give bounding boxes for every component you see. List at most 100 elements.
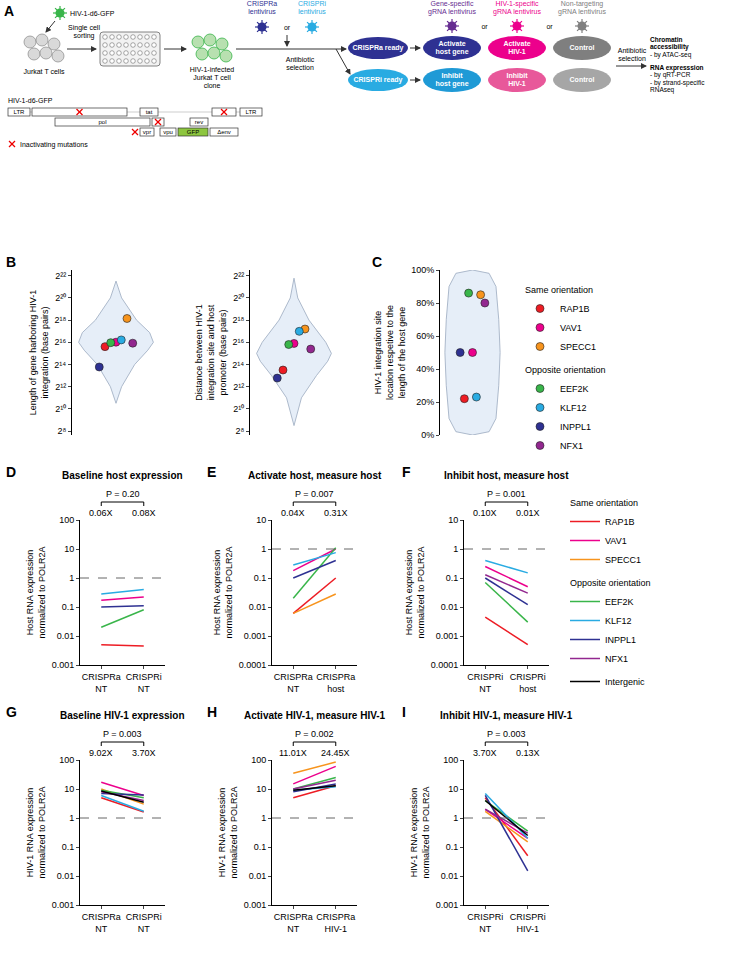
svg-text:0.01: 0.01 <box>57 871 75 881</box>
svg-text:CRISPRiHIV-1: CRISPRiHIV-1 <box>510 912 546 934</box>
svg-text:2¹⁶: 2¹⁶ <box>54 337 66 347</box>
svg-text:2²⁰: 2²⁰ <box>55 293 66 303</box>
svg-text:Control: Control <box>570 76 595 83</box>
svg-text:Activatehost gene: Activatehost gene <box>435 40 468 56</box>
svg-text:or: or <box>481 23 488 30</box>
svg-text:SPECC1: SPECC1 <box>560 342 596 352</box>
svg-text:HIV-1 RNA expressionnormalized: HIV-1 RNA expressionnormalized to POLR2A <box>25 786 47 878</box>
svg-text:HIV-1-specificgRNA lentivirus: HIV-1-specificgRNA lentivirus <box>493 0 541 16</box>
svg-text:F: F <box>402 464 411 480</box>
svg-text:Non-targetinggRNA lentivirus: Non-targetinggRNA lentivirus <box>558 0 606 16</box>
svg-text:0.1: 0.1 <box>446 842 459 852</box>
svg-text:P = 0.001: P = 0.001 <box>487 489 526 499</box>
svg-text:vpr: vpr <box>143 129 151 135</box>
svg-text:10: 10 <box>64 784 74 794</box>
svg-text:0.001: 0.001 <box>244 631 267 641</box>
svg-text:rev: rev <box>195 119 203 125</box>
svg-text:2¹⁰: 2¹⁰ <box>233 404 244 414</box>
svg-text:NFX1: NFX1 <box>560 441 583 451</box>
svg-text:Chromatinaccessibility: Chromatinaccessibility <box>650 36 689 51</box>
svg-text:P = 0.20: P = 0.20 <box>106 489 140 499</box>
svg-text:Baseline host expression: Baseline host expression <box>62 470 183 481</box>
svg-text:LTR: LTR <box>246 109 258 115</box>
svg-text:P = 0.002: P = 0.002 <box>295 729 334 739</box>
svg-text:C: C <box>372 254 382 270</box>
svg-text:Inhibit host, measure host: Inhibit host, measure host <box>444 470 569 481</box>
svg-text:1: 1 <box>453 813 458 823</box>
svg-text:Antibioticselection: Antibioticselection <box>286 56 315 71</box>
svg-text:2¹⁴: 2¹⁴ <box>232 360 244 370</box>
svg-text:CRISPRi ready: CRISPRi ready <box>353 76 402 84</box>
svg-text:1: 1 <box>453 544 458 554</box>
svg-text:INPPL1: INPPL1 <box>560 422 591 432</box>
svg-text:2²²: 2²² <box>55 271 66 281</box>
svg-text:Host RNA expressionnormalized: Host RNA expressionnormalized to POLR2A <box>404 546 426 638</box>
svg-text:or: or <box>284 24 291 31</box>
svg-text:CRISPRaNT: CRISPRaNT <box>274 912 313 934</box>
svg-text:0.01: 0.01 <box>441 871 459 881</box>
svg-text:CRISPRiNT: CRISPRiNT <box>467 912 503 934</box>
svg-text:0.04X: 0.04X <box>281 508 305 518</box>
svg-text:1: 1 <box>69 813 74 823</box>
svg-text:or: or <box>546 23 553 30</box>
svg-text:CRISPRa ready: CRISPRa ready <box>353 44 404 52</box>
svg-text:D: D <box>6 464 16 480</box>
svg-text:H: H <box>207 704 217 720</box>
svg-text:CRISPRaNT: CRISPRaNT <box>82 912 121 934</box>
svg-text:P = 0.003: P = 0.003 <box>487 729 526 739</box>
svg-text:EEF2K: EEF2K <box>605 597 634 607</box>
svg-text:80%: 80% <box>416 298 434 308</box>
svg-text:0.001: 0.001 <box>52 660 75 670</box>
svg-text:Intergenic: Intergenic <box>605 677 645 687</box>
svg-text:Inhibithost gene: Inhibithost gene <box>435 72 468 88</box>
svg-text:0.06X: 0.06X <box>89 508 113 518</box>
svg-text:VAV1: VAV1 <box>605 536 627 546</box>
svg-text:100: 100 <box>443 755 458 765</box>
svg-text:Same orientation: Same orientation <box>570 498 638 508</box>
svg-text:NFX1: NFX1 <box>605 654 628 664</box>
svg-text:Gene-specificgRNA lentivirus: Gene-specificgRNA lentivirus <box>428 0 476 16</box>
svg-text:vpu: vpu <box>163 129 173 135</box>
svg-text:ActivateHIV-1: ActivateHIV-1 <box>503 40 530 55</box>
svg-text:2¹⁶: 2¹⁶ <box>232 337 244 347</box>
svg-text:Inhibit HIV-1, measure HIV-1: Inhibit HIV-1, measure HIV-1 <box>440 710 573 721</box>
svg-text:2¹⁸: 2¹⁸ <box>54 315 66 325</box>
svg-text:10: 10 <box>256 515 266 525</box>
svg-text:0.01: 0.01 <box>249 602 267 612</box>
svg-text:0%: 0% <box>421 430 434 440</box>
svg-text:Baseline HIV-1 expression: Baseline HIV-1 expression <box>60 710 185 721</box>
svg-text:20%: 20% <box>416 397 434 407</box>
svg-text:CRISPRaNT: CRISPRaNT <box>274 672 313 694</box>
svg-text:Length of gene harboring HIV-1: Length of gene harboring HIV-1integratio… <box>28 290 50 416</box>
svg-text:RAP1B: RAP1B <box>605 517 635 527</box>
svg-text:2²⁰: 2²⁰ <box>233 293 244 303</box>
svg-text:0.08X: 0.08X <box>132 508 156 518</box>
svg-text:0.1: 0.1 <box>62 842 75 852</box>
svg-text:HIV-1 RNA expressionnormalized: HIV-1 RNA expressionnormalized to POLR2A <box>217 786 239 878</box>
svg-text:tat: tat <box>146 109 153 115</box>
svg-text:1: 1 <box>69 573 74 583</box>
svg-text:2⁸: 2⁸ <box>235 426 244 436</box>
svg-text:3.70X: 3.70X <box>132 748 156 758</box>
svg-text:0.01: 0.01 <box>57 631 75 641</box>
svg-text:Host RNA expressionnormalized: Host RNA expressionnormalized to POLR2A <box>212 546 234 638</box>
svg-text:Distance between HIV-1integrat: Distance between HIV-1integration site a… <box>194 304 227 401</box>
svg-text:HIV-1 integration sitelocation: HIV-1 integration sitelocation respetive… <box>373 305 406 400</box>
svg-text:I: I <box>402 704 406 720</box>
svg-text:1: 1 <box>261 813 266 823</box>
svg-text:B: B <box>6 254 16 270</box>
svg-text:100%: 100% <box>411 265 434 275</box>
svg-text:0.001: 0.001 <box>436 900 459 910</box>
svg-text:11.01X: 11.01X <box>279 748 307 758</box>
svg-text:0.001: 0.001 <box>244 900 267 910</box>
svg-text:Activate host, measure host: Activate host, measure host <box>248 470 382 481</box>
svg-text:0.01X: 0.01X <box>516 508 540 518</box>
svg-text:10: 10 <box>64 544 74 554</box>
svg-text:0.31X: 0.31X <box>324 508 348 518</box>
svg-text:Control: Control <box>570 44 595 51</box>
svg-text:E: E <box>207 464 216 480</box>
svg-text:HIV-1 RNA expressionnormalized: HIV-1 RNA expressionnormalized to POLR2A <box>409 786 431 878</box>
svg-text:GFP: GFP <box>187 129 199 135</box>
svg-text:0.0001: 0.0001 <box>431 660 459 670</box>
svg-text:10: 10 <box>448 784 458 794</box>
